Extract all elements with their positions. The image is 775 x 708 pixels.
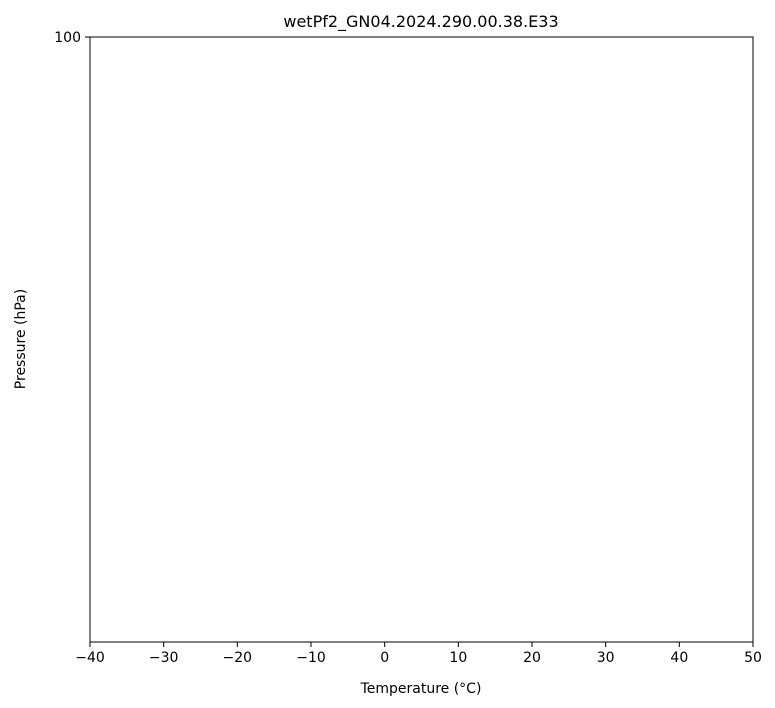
moist-adiabat xyxy=(677,0,775,50)
series-layer xyxy=(545,0,775,37)
y-tick-label: 100 xyxy=(54,30,81,46)
chart-title: wetPf2_GN04.2024.290.00.38.E33 xyxy=(283,12,558,32)
x-tick-label: −30 xyxy=(149,650,179,666)
x-axis-ticks: −40 −30 −20 −10 0 10 20 30 40 50 xyxy=(75,642,762,666)
dry-adiabat xyxy=(553,0,775,37)
x-axis-title: Temperature (°C) xyxy=(360,681,482,697)
dry-adiabat xyxy=(704,0,775,37)
x-tick-label: 50 xyxy=(744,650,762,666)
temperature-profile-line xyxy=(590,0,775,37)
isotherm-line xyxy=(606,0,775,37)
x-tick-label: 10 xyxy=(449,650,467,666)
moist-adiabat xyxy=(640,0,775,50)
dewpoint-profile-line xyxy=(545,0,775,37)
moist-adiabat xyxy=(567,0,775,50)
x-tick-label: 30 xyxy=(597,650,615,666)
x-tick-label: 0 xyxy=(380,650,389,666)
y-axis-title: Pressure (hPa) xyxy=(13,289,29,389)
x-tick-label: 40 xyxy=(670,650,688,666)
isotherm-line xyxy=(532,0,775,37)
moist-adiabat xyxy=(382,0,775,1)
moist-adiabat xyxy=(530,0,775,50)
isotherm-line xyxy=(679,0,775,37)
x-tick-label: −10 xyxy=(296,650,326,666)
x-tick-label: 20 xyxy=(523,650,541,666)
plot-frame xyxy=(89,36,754,643)
moist-adiabat xyxy=(603,0,775,50)
isotherm-line xyxy=(753,0,775,37)
x-tick-label: −20 xyxy=(223,650,253,666)
dry-adiabat xyxy=(628,0,775,37)
x-tick-label: −40 xyxy=(75,650,105,666)
y-axis-ticks: 1002003004005006007008009001000 xyxy=(54,30,90,46)
